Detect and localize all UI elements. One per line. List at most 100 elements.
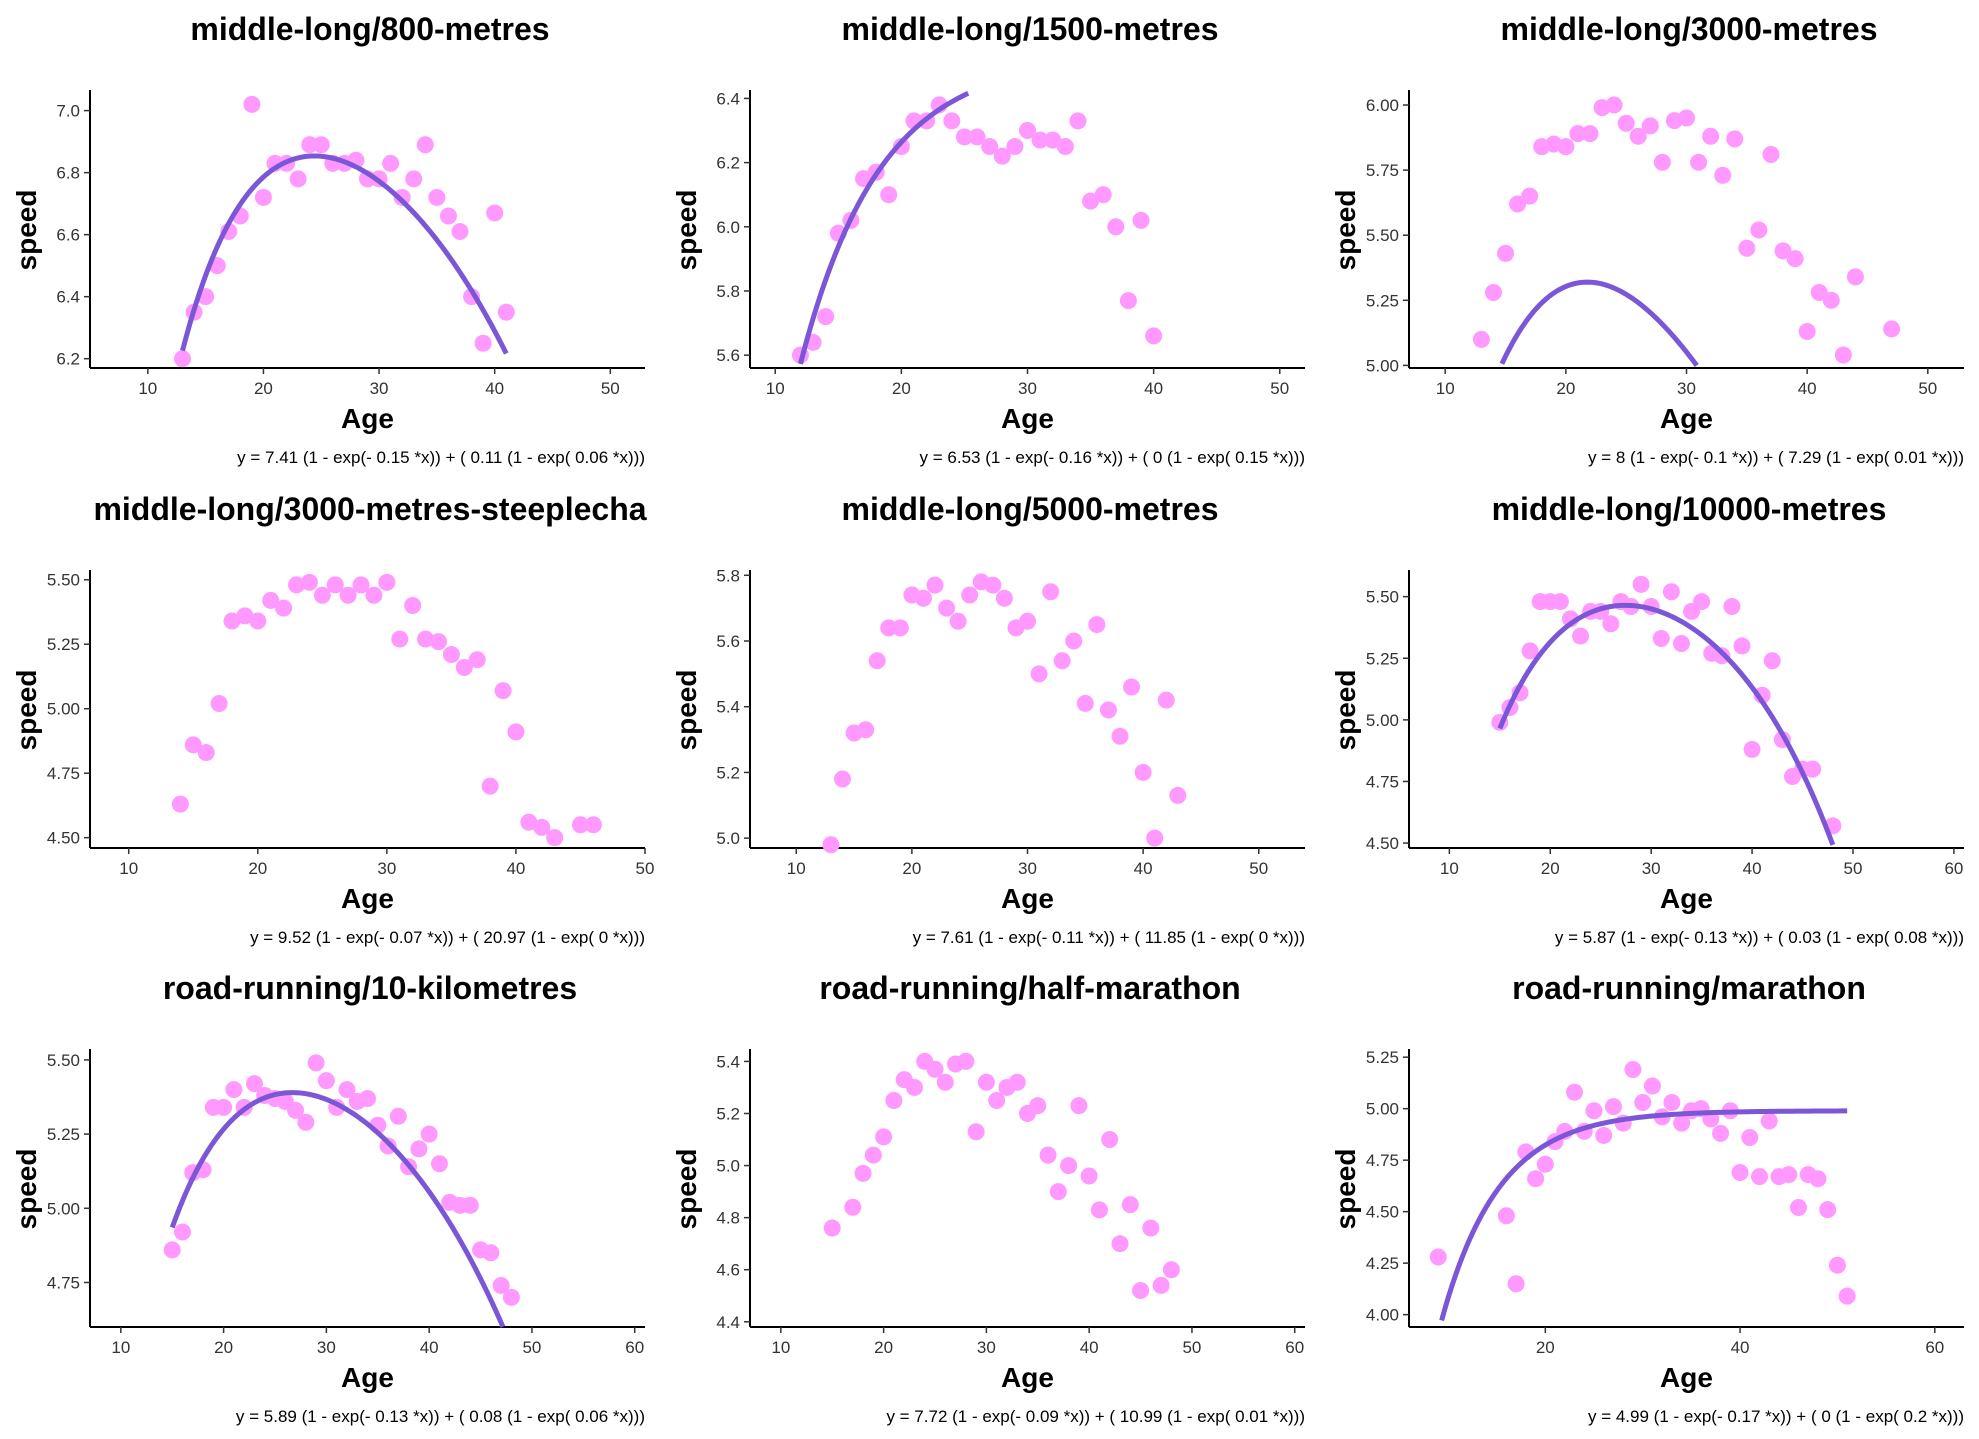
data-point xyxy=(1585,1102,1603,1120)
data-point xyxy=(420,1125,438,1143)
data-point xyxy=(1712,1124,1730,1142)
data-point xyxy=(1076,694,1094,712)
data-point xyxy=(275,599,293,617)
data-point xyxy=(1634,1093,1652,1111)
x-tick-label: 50 xyxy=(601,379,620,398)
data-point xyxy=(1602,615,1620,633)
data-point xyxy=(1629,127,1647,145)
data-point xyxy=(993,147,1011,165)
data-point xyxy=(1107,218,1125,236)
data-point xyxy=(1738,239,1756,257)
data-point xyxy=(249,612,267,630)
data-point xyxy=(1132,1282,1150,1300)
fit-equation: y = 8 (1 - exp(- 0.1 *x)) + ( 7.29 (1 - … xyxy=(1588,448,1964,467)
data-point xyxy=(1111,1235,1129,1253)
data-point xyxy=(1581,125,1599,143)
y-tick-label: 5.00 xyxy=(1366,356,1399,375)
x-tick-label: 20 xyxy=(254,379,273,398)
y-tick-label: 5.00 xyxy=(47,1199,80,1218)
data-point xyxy=(1536,1155,1554,1173)
data-point xyxy=(1846,268,1864,286)
data-point xyxy=(365,586,383,604)
data-point xyxy=(352,576,370,594)
data-point xyxy=(1031,131,1049,149)
data-point xyxy=(967,1123,985,1141)
fit-equation: y = 7.72 (1 - exp(- 0.09 *x)) + ( 10.99 … xyxy=(886,1407,1305,1426)
fit-equation: y = 7.61 (1 - exp(- 0.11 *x)) + ( 11.85 … xyxy=(913,928,1305,947)
data-point xyxy=(1702,127,1720,145)
y-tick-label: 5.50 xyxy=(47,1051,80,1070)
y-tick-label: 4.50 xyxy=(1366,834,1399,853)
y-tick-label: 5.8 xyxy=(716,282,740,301)
x-tick-label: 50 xyxy=(1249,859,1268,878)
data-point xyxy=(584,816,602,834)
x-tick-label: 40 xyxy=(1134,859,1153,878)
data-point xyxy=(171,795,189,813)
x-tick-label: 10 xyxy=(766,379,785,398)
data-point xyxy=(1780,1166,1798,1184)
data-point xyxy=(1557,138,1575,156)
data-point xyxy=(1733,637,1751,655)
x-tick-label: 40 xyxy=(1080,1338,1099,1357)
data-point xyxy=(297,1113,315,1131)
y-axis-label: speed xyxy=(11,190,42,271)
data-point xyxy=(1157,691,1175,709)
data-point xyxy=(1484,283,1502,301)
data-point xyxy=(1789,1199,1807,1217)
data-point xyxy=(1094,186,1112,204)
data-point xyxy=(1810,283,1828,301)
data-point xyxy=(988,1091,1006,1109)
y-tick-label: 5.00 xyxy=(1366,1100,1399,1119)
y-tick-label: 6.4 xyxy=(56,288,80,307)
y-tick-label: 6.2 xyxy=(716,154,740,173)
x-axis-label: Age xyxy=(341,883,394,914)
data-point xyxy=(868,652,886,670)
chart-svg: middle-long/3000-metres-steeplecha 10 20 30… xyxy=(11,491,654,947)
data-point xyxy=(461,1196,479,1214)
data-point xyxy=(451,223,469,241)
data-point xyxy=(1132,211,1150,229)
fit-curve xyxy=(169,1090,506,1328)
data-point xyxy=(289,170,307,188)
data-point xyxy=(984,576,1002,594)
y-tick-label: 4.75 xyxy=(47,764,80,783)
y-tick-label: 5.4 xyxy=(716,698,740,717)
y-tick-label: 5.25 xyxy=(1366,291,1399,310)
x-tick-label: 30 xyxy=(317,1338,336,1357)
y-axis-label: speed xyxy=(11,1149,42,1230)
x-tick-label: 40 xyxy=(1798,379,1817,398)
chart-title: middle-long/3000-metres xyxy=(1501,11,1878,47)
data-point xyxy=(943,112,961,130)
data-point xyxy=(936,1073,954,1091)
data-point xyxy=(1750,221,1768,239)
x-tick-label: 40 xyxy=(1144,379,1163,398)
x-tick-label: 30 xyxy=(1018,379,1037,398)
data-point xyxy=(1751,1168,1769,1186)
data-point xyxy=(326,576,344,594)
data-point xyxy=(1142,1219,1160,1237)
data-point xyxy=(502,1288,520,1306)
y-axis-label: speed xyxy=(671,190,702,271)
x-tick-label: 40 xyxy=(1743,859,1762,878)
data-point xyxy=(905,1078,923,1096)
fit-equation: y = 4.99 (1 - exp(- 0.17 *x)) + ( 0 (1 -… xyxy=(1588,1407,1964,1426)
data-point xyxy=(405,170,423,188)
y-tick-label: 6.0 xyxy=(716,218,740,237)
y-tick-label: 4.50 xyxy=(47,829,80,848)
x-tick-label: 30 xyxy=(377,859,396,878)
data-point xyxy=(1673,1114,1691,1132)
fit-equation: y = 6.53 (1 - exp(- 0.16 *x)) + ( 0 (1 -… xyxy=(920,448,1305,467)
data-point xyxy=(1507,1275,1525,1293)
data-point xyxy=(955,128,973,146)
data-point xyxy=(1834,346,1852,364)
data-point xyxy=(1169,786,1187,804)
fit-equation: y = 9.52 (1 - exp(- 0.07 *x)) + ( 20.97 … xyxy=(250,928,645,947)
x-tick-label: 30 xyxy=(977,1338,996,1357)
data-point xyxy=(1604,1098,1622,1116)
data-point xyxy=(891,619,909,637)
data-point xyxy=(1741,1129,1759,1147)
data-point xyxy=(968,128,986,146)
data-point xyxy=(1693,593,1711,611)
data-point xyxy=(571,816,589,834)
